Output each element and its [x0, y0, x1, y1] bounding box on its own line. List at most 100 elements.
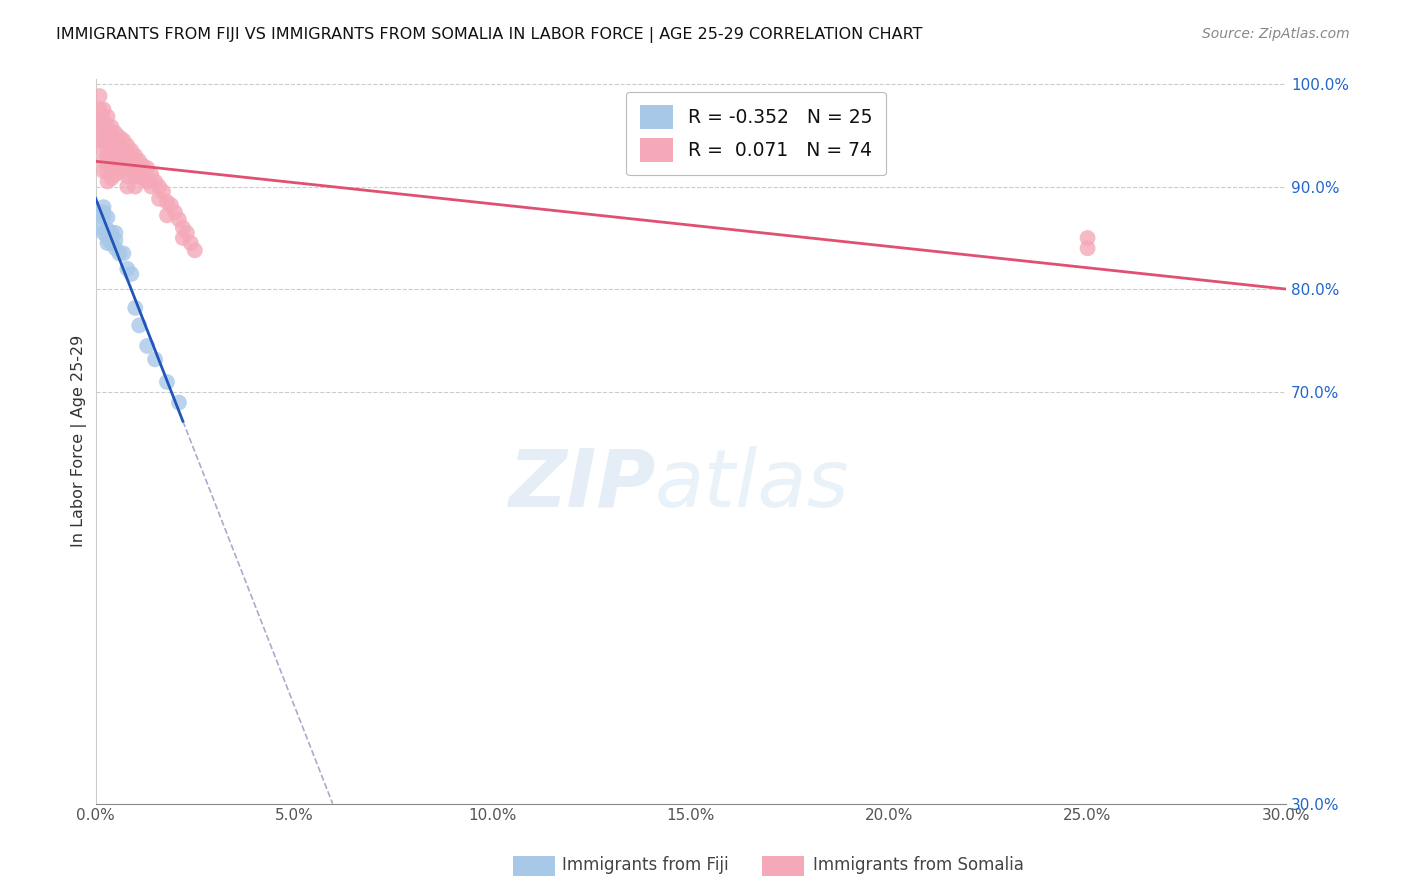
Point	[139, 179, 162, 194]
Point	[136, 174, 159, 188]
Point	[176, 226, 198, 240]
Point	[104, 233, 127, 247]
Point	[112, 133, 135, 147]
Text: IMMIGRANTS FROM FIJI VS IMMIGRANTS FROM SOMALIA IN LABOR FORCE | AGE 25-29 CORRE: IMMIGRANTS FROM FIJI VS IMMIGRANTS FROM …	[56, 27, 922, 43]
Point	[124, 301, 146, 315]
Point	[156, 194, 179, 209]
Point	[93, 120, 115, 134]
Point	[93, 103, 115, 117]
Text: Immigrants from Fiji: Immigrants from Fiji	[562, 856, 730, 874]
Point	[104, 241, 127, 255]
Point	[108, 151, 131, 165]
Point	[93, 112, 115, 127]
Point	[96, 110, 118, 124]
Point	[100, 161, 122, 175]
Point	[93, 153, 115, 168]
Point	[108, 246, 131, 260]
Point	[104, 157, 127, 171]
Point	[136, 161, 159, 175]
Point	[89, 205, 111, 219]
Point	[100, 120, 122, 134]
Point	[100, 151, 122, 165]
Point	[89, 103, 111, 117]
Point	[89, 133, 111, 147]
Point	[93, 133, 115, 147]
Point	[128, 153, 150, 168]
Point	[104, 136, 127, 151]
Point	[100, 130, 122, 145]
Point	[96, 231, 118, 245]
Point	[124, 169, 146, 184]
Point	[96, 144, 118, 158]
Point	[112, 144, 135, 158]
Point	[104, 126, 127, 140]
Point	[172, 220, 194, 235]
Point	[136, 339, 159, 353]
Point	[93, 205, 115, 219]
Point	[96, 120, 118, 134]
Point	[93, 226, 115, 240]
Point	[112, 246, 135, 260]
Point	[96, 164, 118, 178]
Point	[117, 149, 139, 163]
Point	[152, 185, 174, 199]
Point	[120, 144, 142, 158]
Point	[96, 153, 118, 168]
Point	[117, 261, 139, 276]
Point	[93, 211, 115, 225]
Point	[89, 120, 111, 134]
Point	[96, 236, 118, 251]
Point	[143, 174, 166, 188]
Point	[160, 198, 183, 212]
Point	[93, 200, 115, 214]
Point	[120, 164, 142, 178]
Text: Immigrants from Somalia: Immigrants from Somalia	[813, 856, 1024, 874]
Point	[117, 169, 139, 184]
Point	[96, 174, 118, 188]
Point	[117, 159, 139, 173]
Y-axis label: In Labor Force | Age 25-29: In Labor Force | Age 25-29	[72, 335, 87, 547]
Point	[128, 167, 150, 181]
Point	[93, 164, 115, 178]
Point	[100, 226, 122, 240]
Point	[167, 395, 190, 409]
Text: atlas: atlas	[655, 446, 849, 524]
Point	[104, 146, 127, 161]
Point	[100, 140, 122, 154]
Point	[1077, 241, 1099, 255]
Point	[100, 171, 122, 186]
Text: ZIP: ZIP	[508, 446, 655, 524]
Point	[100, 236, 122, 251]
Point	[143, 352, 166, 367]
Point	[167, 212, 190, 227]
Point	[108, 130, 131, 145]
Legend: R = -0.352   N = 25, R =  0.071   N = 74: R = -0.352 N = 25, R = 0.071 N = 74	[627, 92, 886, 176]
Point	[139, 167, 162, 181]
Point	[112, 164, 135, 178]
Point	[93, 144, 115, 158]
Point	[184, 244, 207, 258]
Point	[117, 179, 139, 194]
Point	[117, 138, 139, 153]
Point	[96, 133, 118, 147]
Point	[124, 159, 146, 173]
Point	[89, 220, 111, 235]
Point	[172, 231, 194, 245]
Point	[112, 153, 135, 168]
Point	[104, 167, 127, 181]
Point	[148, 192, 170, 206]
Point	[128, 318, 150, 333]
Point	[108, 161, 131, 175]
Point	[96, 223, 118, 237]
Point	[89, 112, 111, 127]
Text: Source: ZipAtlas.com: Source: ZipAtlas.com	[1202, 27, 1350, 41]
Point	[89, 89, 111, 103]
Point	[148, 179, 170, 194]
Point	[132, 159, 155, 173]
Point	[104, 226, 127, 240]
Point	[124, 149, 146, 163]
Point	[163, 205, 186, 219]
Point	[108, 140, 131, 154]
Point	[124, 179, 146, 194]
Point	[156, 208, 179, 222]
